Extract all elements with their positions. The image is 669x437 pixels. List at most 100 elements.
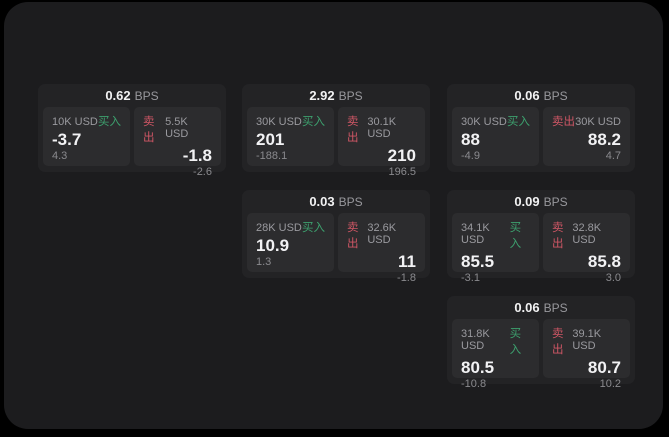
bps-value: 0.09 <box>514 194 540 209</box>
buy-price: -3.7 <box>52 130 82 149</box>
bps-header: 2.92 BPS <box>242 84 430 107</box>
bps-value: 0.06 <box>514 300 540 315</box>
buy-sub-value: -3.1 <box>461 271 480 284</box>
buy-amount: 30K USD <box>256 116 302 128</box>
sell-header-row: 卖出 32.8K USD <box>552 219 621 251</box>
quote-panels: 28K USD 买入 10.9 1.3 卖出 32.6K USD 11 -1.8 <box>242 213 430 284</box>
bps-header: 0.06 BPS <box>447 84 635 107</box>
buy-amount: 34.1K USD <box>461 222 490 246</box>
sell-side-label: 卖出 <box>143 116 155 144</box>
buy-side-label: 买入 <box>509 222 522 250</box>
bps-header: 0.62 BPS <box>38 84 226 107</box>
sell-panel[interactable]: 卖出 32.8K USD 85.8 3.0 <box>543 213 630 284</box>
quote-card: 0.62 BPS 10K USD 买入 -3.7 4.3 卖出 5.5K USD… <box>38 84 226 178</box>
sell-price: -1.8 <box>182 146 212 165</box>
quote-card: 2.92 BPS 30K USD 买入 201 -188.1 卖出 30.1K … <box>242 84 430 178</box>
bps-value: 0.06 <box>514 88 540 103</box>
buy-panel[interactable]: 34.1K USD 买入 85.5 -3.1 <box>452 213 539 284</box>
buy-panel[interactable]: 10K USD 买入 -3.7 4.3 <box>43 107 130 166</box>
sell-header-row: 卖出 30K USD <box>552 113 621 129</box>
buy-side-label: 买入 <box>98 116 121 128</box>
sell-sub-value: 196.5 <box>388 165 416 178</box>
buy-sub-value: -4.9 <box>461 149 480 162</box>
bps-unit: BPS <box>543 194 568 209</box>
bps-unit: BPS <box>543 300 568 315</box>
quote-card: 0.03 BPS 28K USD 买入 10.9 1.3 卖出 32.6K US… <box>242 190 430 284</box>
sell-panel[interactable]: 卖出 30.1K USD 210 196.5 <box>338 107 425 178</box>
sell-sub-value: 4.7 <box>605 149 621 162</box>
sell-header-row: 卖出 32.6K USD <box>347 219 416 251</box>
buy-amount: 10K USD <box>52 116 98 128</box>
buy-side-label: 买入 <box>302 222 325 234</box>
buy-sub-value: -10.8 <box>461 377 487 390</box>
buy-panel[interactable]: 31.8K USD 买入 80.5 -10.8 <box>452 319 539 390</box>
sell-side-label: 卖出 <box>347 222 359 250</box>
quote-card: 0.06 BPS 31.8K USD 买入 80.5 -10.8 卖出 39.1… <box>447 296 635 390</box>
sell-side-label: 卖出 <box>552 222 564 250</box>
quote-panels: 30K USD 买入 88 -4.9 卖出 30K USD 88.2 4.7 <box>447 107 635 166</box>
buy-amount: 31.8K USD <box>461 328 490 352</box>
buy-amount: 28K USD <box>256 222 302 234</box>
bps-value: 2.92 <box>309 88 335 103</box>
buy-sub-value: 1.3 <box>256 255 272 268</box>
sell-side-label: 卖出 <box>552 116 575 128</box>
buy-price: 10.9 <box>256 236 290 255</box>
quote-card: 0.09 BPS 34.1K USD 买入 85.5 -3.1 卖出 32.8K… <box>447 190 635 284</box>
sell-amount: 5.5K USD <box>165 116 189 140</box>
bps-header: 0.09 BPS <box>447 190 635 213</box>
bps-header: 0.06 BPS <box>447 296 635 319</box>
sell-sub-value: -2.6 <box>193 165 212 178</box>
buy-side-label: 买入 <box>302 116 325 128</box>
buy-price: 201 <box>256 130 285 149</box>
sell-amount: 30K USD <box>575 116 621 128</box>
buy-header-row: 34.1K USD 买入 <box>461 219 530 251</box>
buy-side-label: 买入 <box>509 328 522 356</box>
buy-panel[interactable]: 30K USD 买入 201 -188.1 <box>247 107 334 166</box>
sell-price: 210 <box>387 146 416 165</box>
sell-sub-value: 3.0 <box>605 271 621 284</box>
sell-sub-value: -1.8 <box>397 271 416 284</box>
buy-panel[interactable]: 30K USD 买入 88 -4.9 <box>452 107 539 166</box>
buy-price: 88 <box>461 130 480 149</box>
sell-price: 80.7 <box>587 358 621 377</box>
buy-amount: 30K USD <box>461 116 507 128</box>
quote-panels: 31.8K USD 买入 80.5 -10.8 卖出 39.1K USD 80.… <box>447 319 635 390</box>
buy-panel[interactable]: 28K USD 买入 10.9 1.3 <box>247 213 334 272</box>
sell-price: 11 <box>398 252 416 271</box>
sell-panel[interactable]: 卖出 30K USD 88.2 4.7 <box>543 107 630 166</box>
buy-header-row: 30K USD 买入 <box>256 113 325 129</box>
buy-sub-value: 4.3 <box>52 149 68 162</box>
quote-panels: 34.1K USD 买入 85.5 -3.1 卖出 32.8K USD 85.8… <box>447 213 635 284</box>
buy-price: 80.5 <box>461 358 495 377</box>
sell-sub-value: 10.2 <box>599 377 621 390</box>
bps-value: 0.62 <box>105 88 131 103</box>
sell-amount: 30.1K USD <box>367 116 397 140</box>
sell-side-label: 卖出 <box>552 328 564 356</box>
sell-side-label: 卖出 <box>347 116 359 144</box>
quote-panels: 10K USD 买入 -3.7 4.3 卖出 5.5K USD -1.8 -2.… <box>38 107 226 178</box>
sell-price: 85.8 <box>587 252 621 271</box>
sell-header-row: 卖出 39.1K USD <box>552 325 621 357</box>
quote-panels: 30K USD 买入 201 -188.1 卖出 30.1K USD 210 1… <box>242 107 430 178</box>
sell-amount: 32.6K USD <box>367 222 397 246</box>
buy-sub-value: -188.1 <box>256 149 288 162</box>
bps-unit: BPS <box>338 194 363 209</box>
buy-header-row: 28K USD 买入 <box>256 219 325 235</box>
sell-header-row: 卖出 5.5K USD <box>143 113 212 145</box>
buy-header-row: 30K USD 买入 <box>461 113 530 129</box>
bps-unit: BPS <box>543 88 568 103</box>
sell-amount: 32.8K USD <box>572 222 602 246</box>
quote-card: 0.06 BPS 30K USD 买入 88 -4.9 卖出 30K USD 8… <box>447 84 635 172</box>
bps-header: 0.03 BPS <box>242 190 430 213</box>
sell-panel[interactable]: 卖出 39.1K USD 80.7 10.2 <box>543 319 630 390</box>
sell-panel[interactable]: 卖出 5.5K USD -1.8 -2.6 <box>134 107 221 178</box>
sell-panel[interactable]: 卖出 32.6K USD 11 -1.8 <box>338 213 425 284</box>
app-window: 0.62 BPS 10K USD 买入 -3.7 4.3 卖出 5.5K USD… <box>4 2 663 429</box>
sell-amount: 39.1K USD <box>572 328 602 352</box>
bps-value: 0.03 <box>309 194 335 209</box>
buy-header-row: 31.8K USD 买入 <box>461 325 530 357</box>
sell-header-row: 卖出 30.1K USD <box>347 113 416 145</box>
buy-header-row: 10K USD 买入 <box>52 113 121 129</box>
bps-unit: BPS <box>134 88 159 103</box>
buy-side-label: 买入 <box>507 116 530 128</box>
